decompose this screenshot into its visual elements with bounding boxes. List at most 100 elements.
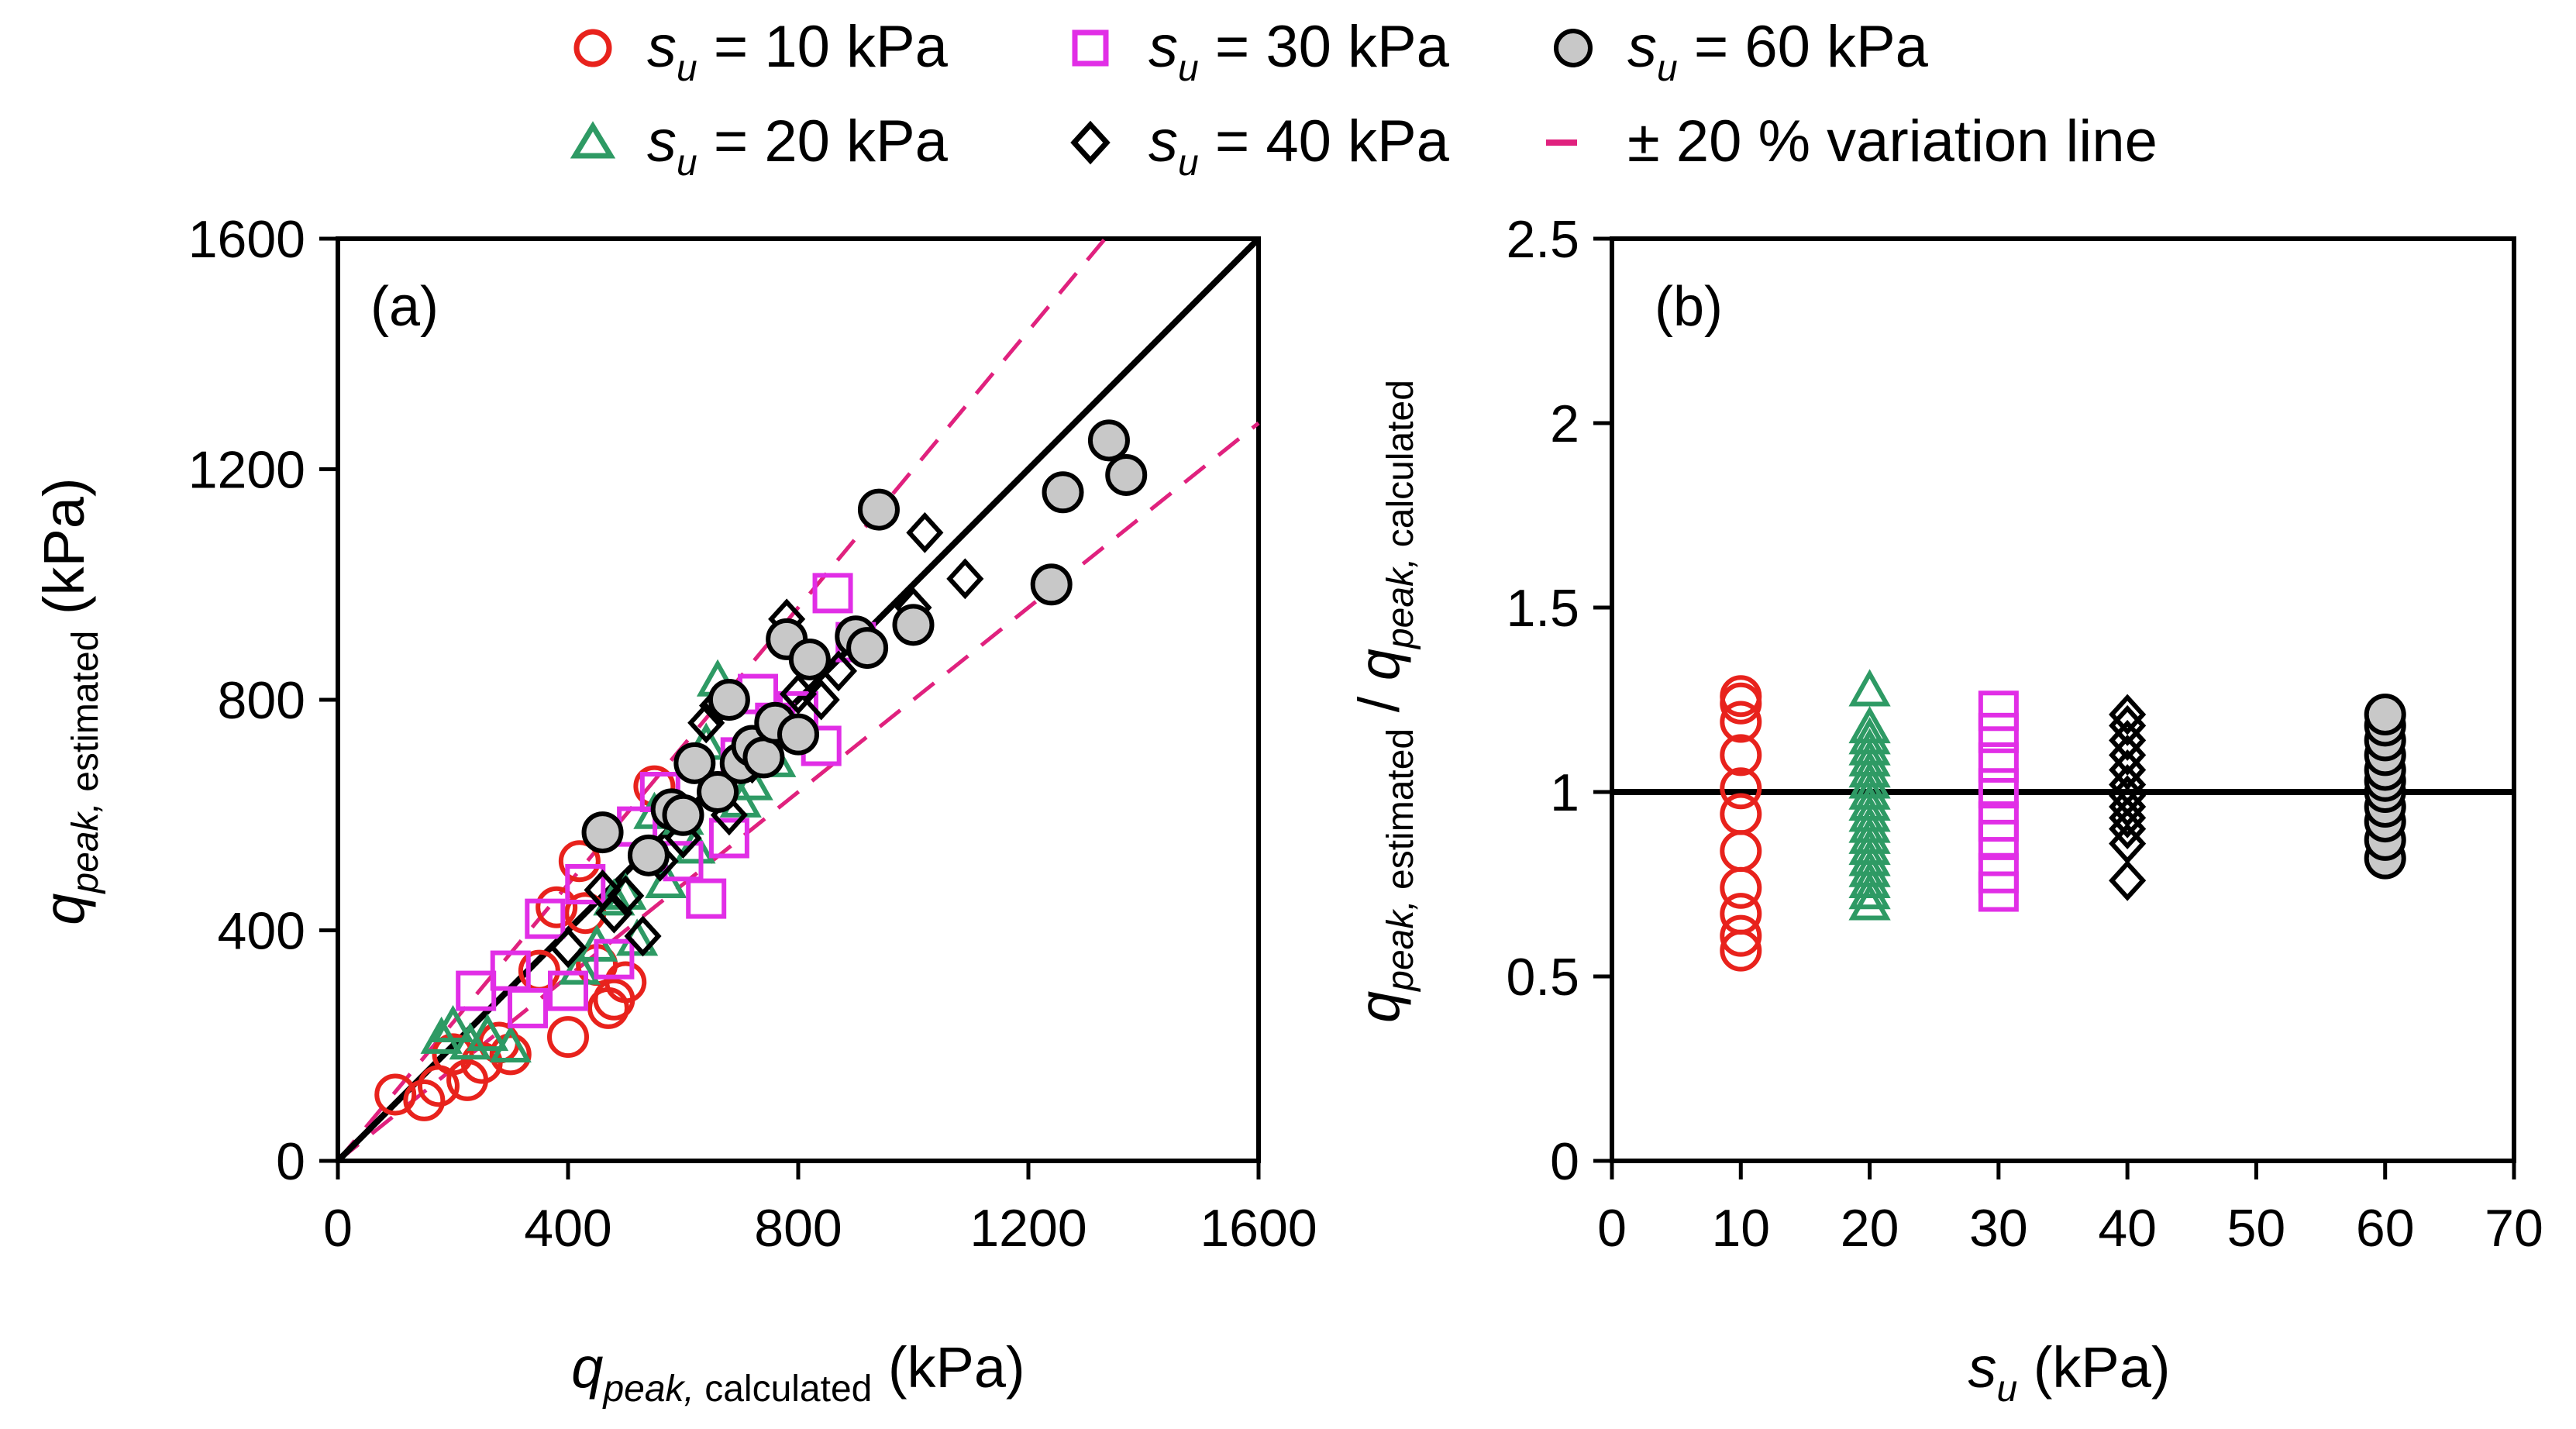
point-a-su60 xyxy=(662,794,704,836)
point-a-su20 xyxy=(432,1004,474,1042)
point-a-su30 xyxy=(508,987,549,1028)
y-tick-label: 1200 xyxy=(188,441,305,500)
y-tick-label: 0 xyxy=(276,1132,305,1191)
point-a-su10 xyxy=(489,1033,532,1076)
point-a-su40 xyxy=(595,892,633,934)
legend-s20-text: = 20 kPa xyxy=(697,108,949,174)
y-tick-label: 1.5 xyxy=(1506,579,1579,638)
point-a-su60 xyxy=(892,604,935,646)
point-a-su10 xyxy=(547,1016,589,1059)
legend: su = 10 kPa su = 30 kPa su = 60 kPa su =… xyxy=(570,14,2158,184)
panel-a-ticks: 0 400 800 1200 1600 0 400 800 1200 1600 xyxy=(188,210,1317,1258)
point-b-su40 xyxy=(2109,694,2147,735)
point-a-su30 xyxy=(548,970,588,1011)
legend-s10-text: = 10 kPa xyxy=(697,14,949,80)
point-a-su40 xyxy=(687,702,725,744)
point-b-su20 xyxy=(1848,728,1891,766)
point-a-su60 xyxy=(697,771,739,813)
svg-text:su = 40 kPa: su = 40 kPa xyxy=(1149,108,1450,184)
point-a-su40 xyxy=(549,927,587,969)
legend-s40-symbol: s xyxy=(1149,108,1178,174)
point-b-su20 xyxy=(1848,883,1891,921)
point-a-su60 xyxy=(1030,563,1073,606)
legend-s30-symbol: s xyxy=(1149,14,1178,80)
point-b-su20 xyxy=(1848,816,1891,854)
point-a-su60 xyxy=(777,713,819,756)
legend-item-s30: su = 30 kPa xyxy=(1072,14,1450,89)
legend-s60-subscript: u xyxy=(1657,48,1678,89)
point-a-su10 xyxy=(374,1073,417,1116)
point-b-su20 xyxy=(1848,750,1891,788)
legend-marker-square-open-magenta xyxy=(1072,29,1109,67)
x-tick-label: 50 xyxy=(2227,1199,2286,1258)
legend-item-variation: ± 20 % variation line xyxy=(1546,108,2158,174)
point-b-su20 xyxy=(1848,669,1891,707)
point-a-su10 xyxy=(604,961,647,1004)
svg-text:su = 10 kPa: su = 10 kPa xyxy=(647,14,949,89)
panel-b-ticks: 0 10 20 30 40 50 60 70 0 0.5 1 1.5 2 2.5 xyxy=(1506,210,2543,1258)
point-a-su30 xyxy=(594,938,635,980)
legend-s10-subscript: u xyxy=(677,48,697,89)
point-b-su10 xyxy=(1720,675,1762,718)
legend-item-s40: su = 40 kPa xyxy=(1070,108,1450,184)
panel-a-y-axis-label: qpeak, estimated (kPa) xyxy=(32,477,106,925)
point-a-su60 xyxy=(581,811,624,854)
point-b-su10 xyxy=(1720,767,1762,810)
point-a-su30 xyxy=(525,898,566,939)
point-a-su60 xyxy=(857,488,900,531)
point-b-su20 xyxy=(1848,739,1891,776)
point-a-su60 xyxy=(627,834,670,876)
legend-s60-symbol: s xyxy=(1627,14,1657,80)
legend-marker-circle-filled-gray xyxy=(1554,29,1593,67)
point-a-su30 xyxy=(456,970,497,1011)
legend-marker-circle-open-red xyxy=(573,29,612,67)
point-b-su10 xyxy=(1720,866,1762,909)
point-a-su20 xyxy=(466,1013,509,1052)
x-tick-label: 0 xyxy=(1597,1199,1627,1258)
lower-variation-line xyxy=(336,422,1260,1162)
point-a-su60 xyxy=(846,627,889,670)
y-tick-label: 0 xyxy=(1550,1132,1579,1191)
x-tick-label: 800 xyxy=(754,1199,842,1258)
point-a-su10 xyxy=(432,1033,474,1076)
point-a-su20 xyxy=(420,1016,463,1054)
point-b-su20 xyxy=(1848,717,1891,755)
point-b-su10 xyxy=(1720,914,1762,957)
svg-text:su = 20 kPa: su = 20 kPa xyxy=(647,108,949,184)
legend-item-s60: su = 60 kPa xyxy=(1554,14,1929,89)
unity-line xyxy=(336,236,1261,1163)
point-b-su10 xyxy=(1720,793,1762,835)
point-a-su40 xyxy=(607,875,645,917)
point-a-su20 xyxy=(489,1024,532,1062)
y-tick-label: 2.5 xyxy=(1506,210,1579,269)
point-a-su40 xyxy=(906,511,944,553)
panel-a-reference-lines xyxy=(336,236,1261,1163)
x-tick-label: 30 xyxy=(1969,1199,2028,1258)
x-tick-label: 1200 xyxy=(969,1199,1087,1258)
point-a-su60 xyxy=(742,736,785,779)
panel-b: 0 10 20 30 40 50 60 70 0 0.5 1 1.5 2 2.5 (b) su (kPa)… xyxy=(1347,210,2543,1410)
panel-a-x-axis-label: qpeak, calculated (kPa) xyxy=(571,1335,1025,1410)
panel-b-y-axis-label: qpeak, estimated / qpeak, calculated xyxy=(1347,380,1421,1023)
point-a-su20 xyxy=(449,1022,491,1060)
x-tick-label: 40 xyxy=(2098,1199,2157,1258)
svg-text:su = 30 kPa: su = 30 kPa xyxy=(1149,14,1450,89)
point-a-su40 xyxy=(779,673,818,715)
point-b-su30 xyxy=(1978,768,2019,809)
panel-b-plot-area xyxy=(1610,236,2516,1163)
y-tick-label: 1 xyxy=(1550,763,1579,822)
legend-s30-text: = 30 kPa xyxy=(1199,14,1450,80)
legend-s10-symbol: s xyxy=(647,14,677,80)
svg-text:su = 60 kPa: su = 60 kPa xyxy=(1627,14,1929,89)
point-a-su20 xyxy=(558,947,601,985)
point-b-su20 xyxy=(1848,794,1891,832)
panel-b-label: (b) xyxy=(1655,276,1723,338)
panel-a-data-points xyxy=(374,419,1148,1121)
point-b-su30 xyxy=(1978,690,2019,732)
point-a-su30 xyxy=(686,878,727,919)
panel-b-data-points xyxy=(1720,669,2406,972)
point-b-su20 xyxy=(1848,772,1891,810)
point-b-su20 xyxy=(1848,761,1891,799)
point-b-su30 xyxy=(1978,852,2019,894)
x-tick-label: 70 xyxy=(2485,1199,2543,1258)
